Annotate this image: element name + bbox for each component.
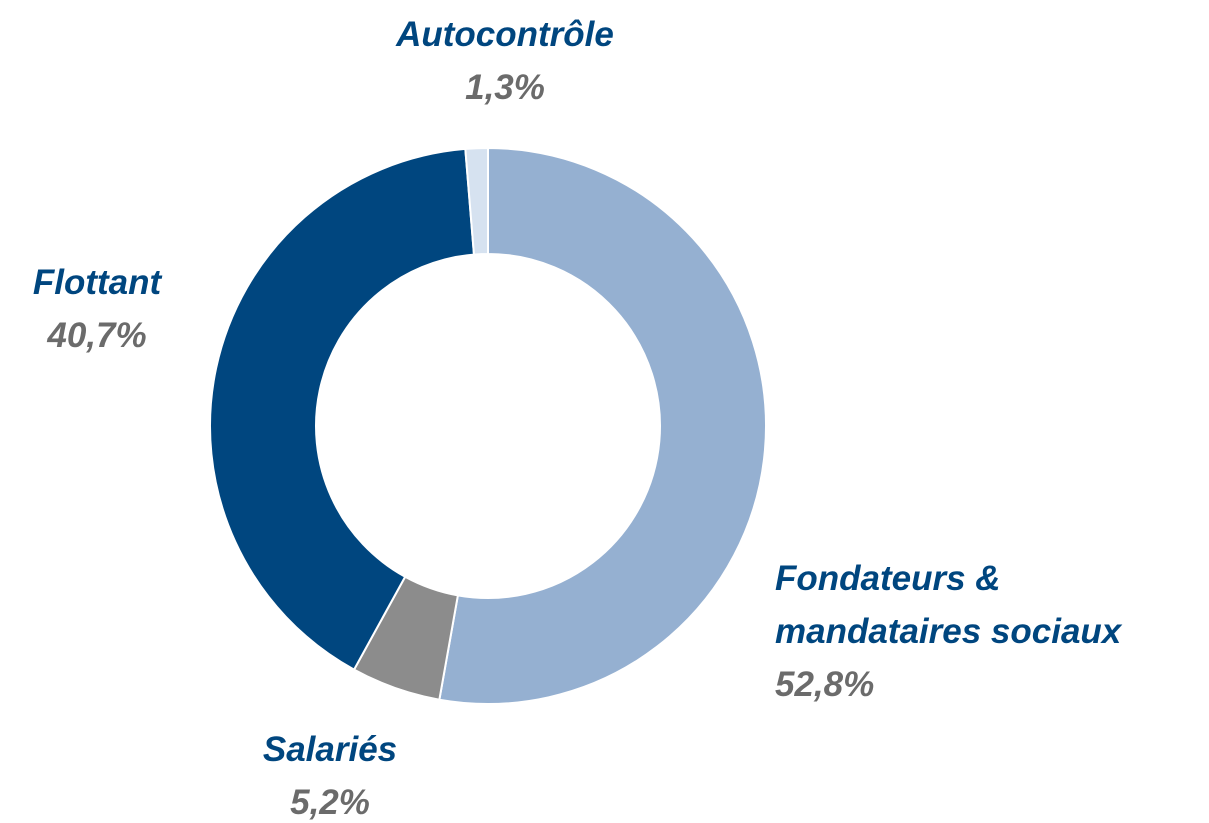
- category-name: Autocontrôle: [396, 15, 614, 54]
- slice-label: Autocontrôle 1,3%: [355, 8, 655, 114]
- value-label: 5,2%: [290, 783, 370, 822]
- value-label: 40,7%: [47, 316, 147, 355]
- slice-label: Flottant 40,7%: [0, 256, 197, 362]
- slice: [464, 146, 489, 256]
- category-name: Fondateurs & mandataires sociaux: [775, 559, 1122, 651]
- slice: [209, 147, 476, 671]
- value-label: 52,8%: [775, 665, 875, 704]
- slice-label: Fondateurs & mandataires sociaux 52,8%: [775, 552, 1200, 711]
- category-name: Flottant: [32, 263, 162, 302]
- slice-label: Salariés 5,2%: [180, 723, 480, 823]
- slice: [438, 146, 767, 705]
- value-label: 1,3%: [465, 68, 545, 107]
- category-name: Salariés: [262, 730, 398, 769]
